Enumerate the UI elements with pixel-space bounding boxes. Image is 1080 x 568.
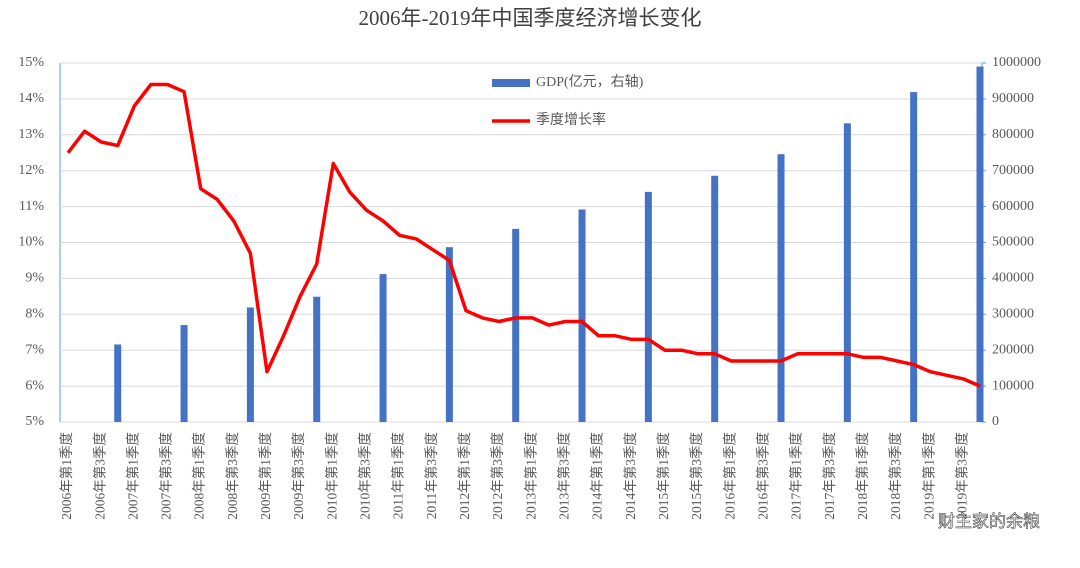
bar: [445, 247, 453, 422]
bar: [843, 123, 851, 422]
x-tick-label: 2014年第3季度: [622, 432, 638, 520]
bar: [777, 154, 785, 422]
y-tick-label: 14%: [18, 91, 44, 106]
bar: [512, 228, 520, 422]
y2-tick-label: 0: [992, 414, 999, 429]
x-tick-label: 2019年第3季度: [954, 432, 970, 520]
y-tick-label: 6%: [25, 378, 44, 393]
y2-tick-label: 700000: [992, 163, 1034, 178]
x-tick-label: 2010年第1季度: [323, 432, 339, 520]
bar: [114, 344, 122, 422]
legend-swatch: [492, 79, 530, 87]
x-tick-label: 2015年第3季度: [688, 432, 704, 520]
legend-label: GDP(亿元，右轴): [536, 74, 644, 90]
bar: [578, 209, 586, 422]
bar: [246, 307, 254, 422]
x-tick-label: 2011年第1季度: [390, 432, 406, 519]
chart-title: 2006年-2019年中国季度经济增长变化: [359, 6, 702, 30]
y2-tick-label: 900000: [992, 91, 1034, 106]
y-tick-label: 5%: [25, 414, 44, 429]
y2-tick-label: 300000: [992, 307, 1034, 322]
x-tick-label: 2018年第3季度: [887, 432, 903, 520]
x-tick-label: 2007年第1季度: [124, 432, 140, 520]
x-tick-label: 2010年第3季度: [357, 432, 373, 520]
x-tick-label: 2015年第1季度: [655, 432, 671, 520]
y-tick-label: 10%: [18, 235, 44, 250]
bar: [313, 296, 321, 422]
x-tick-label: 2006年第1季度: [58, 432, 74, 520]
x-tick-label: 2014年第1季度: [589, 432, 605, 520]
y-tick-label: 15%: [18, 55, 44, 70]
y2-tick-label: 500000: [992, 235, 1034, 250]
y-tick-label: 9%: [25, 271, 44, 286]
x-tick-label: 2017年第3季度: [821, 432, 837, 520]
bar: [711, 175, 719, 422]
bar: [976, 66, 984, 422]
y-tick-label: 7%: [25, 342, 44, 357]
y-tick-label: 12%: [18, 163, 44, 178]
x-tick-label: 2007年第3季度: [158, 432, 174, 520]
x-tick-label: 2008年第3季度: [224, 432, 240, 520]
legend-label: 季度增长率: [536, 111, 606, 128]
x-tick-label: 2012年第1季度: [456, 432, 472, 520]
x-tick-label: 2008年第1季度: [191, 432, 207, 520]
x-tick-label: 2018年第1季度: [854, 432, 870, 520]
x-tick-label: 2013年第3季度: [556, 432, 572, 520]
y2-tick-label: 600000: [992, 199, 1034, 214]
y2-tick-label: 1000000: [992, 55, 1041, 70]
x-tick-label: 2016年第1季度: [721, 432, 737, 520]
x-tick-label: 2019年第1季度: [920, 432, 936, 520]
bar: [180, 325, 188, 422]
x-tick-label: 2016年第3季度: [755, 432, 771, 520]
bar: [910, 92, 918, 422]
y-tick-label: 13%: [18, 127, 44, 142]
x-tick-label: 2013年第1季度: [522, 432, 538, 520]
x-tick-label: 2006年第3季度: [91, 432, 107, 520]
bar: [379, 274, 387, 422]
x-tick-label: 2011年第3季度: [423, 432, 439, 519]
y2-tick-label: 400000: [992, 271, 1034, 286]
x-tick-label: 2009年第1季度: [257, 432, 273, 520]
y-tick-label: 11%: [19, 199, 44, 214]
y2-tick-label: 800000: [992, 127, 1034, 142]
y2-tick-label: 100000: [992, 378, 1034, 393]
x-tick-label: 2012年第3季度: [489, 432, 505, 520]
y2-tick-label: 200000: [992, 342, 1034, 357]
y-tick-label: 8%: [25, 307, 44, 322]
x-tick-label: 2017年第1季度: [788, 432, 804, 520]
watermark: 财主家的余粮: [938, 512, 1040, 532]
x-tick-label: 2009年第3季度: [290, 432, 306, 520]
line: [66, 82, 981, 388]
bar: [644, 191, 652, 422]
